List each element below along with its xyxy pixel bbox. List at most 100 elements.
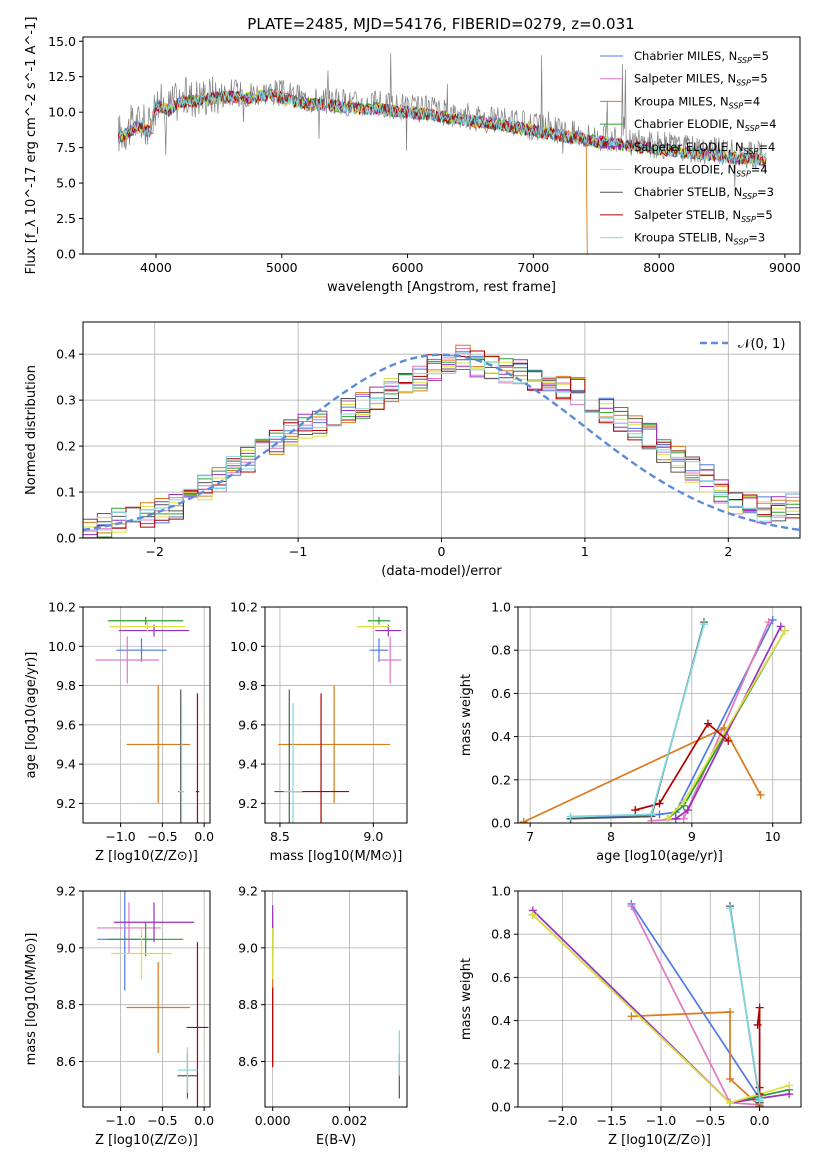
legend-subscript: SSP [744, 147, 759, 156]
x-tick-label: −1.0 [105, 829, 135, 844]
x-tick-label: 8000 [643, 260, 675, 275]
errorbar-kroupa-miles [126, 685, 190, 804]
panel-age_vs_mass: 8.5 9.0 9.2 9.4 9.6 9.8 10.0 10.2 mass [log10(M/… [230, 600, 408, 864]
y-tick-label: 9.6 [56, 717, 76, 732]
panel-age_vs_Z: −1.0 −0.5 0.0 9.2 9.4 9.6 9.8 10.0 10.2 Z [log10(… [24, 600, 214, 865]
weight-line-salpeter-miles [630, 905, 760, 1106]
x-tick-label: −0.5 [695, 1113, 725, 1128]
panel-weight_vs_Z: −2.0 −1.5 −1.0 −0.5 0.0 0.0 0.2 0.4 0.6 0.8 1.0 Z [… [459, 884, 802, 1148]
y-tick-label: 0.4 [491, 1013, 511, 1028]
plot-area [83, 344, 800, 538]
legend-tail: =3 [757, 185, 774, 199]
x-tick-label: 10 [765, 829, 781, 844]
weight-line-salpeter-stelib [756, 1007, 761, 1094]
y-tick-label: 0.0 [56, 531, 76, 546]
y-tick-label: 9.4 [238, 757, 258, 772]
y-tick-label: 1.0 [491, 884, 511, 899]
plot-area [95, 616, 200, 823]
y-tick-label: 0.4 [56, 347, 76, 362]
normal-curve [83, 353, 800, 532]
x-tick-label: −1 [289, 544, 307, 559]
weight-marker [631, 806, 640, 815]
legend-label: Kroupa STELIB, NSSP=3 [634, 231, 765, 247]
weight-marker [655, 810, 664, 819]
weight-marker [679, 814, 688, 823]
legend-tail: =5 [751, 72, 768, 86]
errorbar-kroupa-stelib [177, 1047, 198, 1093]
legend-subscript: SSP [736, 170, 751, 179]
weight-marker [683, 806, 692, 815]
panel-residuals: −2 −1 0 1 2 0.0 0.1 0.2 0.3 0.4 (data-model)/error… [24, 321, 801, 579]
errorbar-chabrier-elodie [367, 616, 391, 625]
y-tick-label: 9.4 [56, 757, 76, 772]
y-tick-label: 0.0 [491, 816, 511, 831]
errorbar-kroupa-elodie [356, 620, 391, 633]
legend-tail: =4 [760, 117, 777, 131]
weight-line-kroupa-miles [631, 1011, 761, 1107]
x-tick-label: −2.0 [547, 1113, 577, 1128]
errorbar-kroupa-elodie [109, 620, 185, 633]
y-tick-label: 8.6 [238, 1054, 258, 1069]
y-tick-label: 0.2 [491, 772, 511, 787]
y-tick-label: 2.5 [56, 211, 76, 226]
y-tick-label: 9.2 [238, 884, 258, 899]
weight-line-chabrier-stelib [570, 621, 705, 820]
panel-spectrum: 4000 5000 6000 7000 8000 9000 0.0 2.5 5.0 7.5 10.0… [24, 17, 801, 295]
errorbar-salpeter-miles [95, 636, 160, 684]
axes-frame [264, 606, 408, 824]
y-tick-label: 0.3 [56, 393, 76, 408]
weight-line-kroupa-stelib [729, 908, 761, 1101]
errorbar-chabrier-miles [116, 638, 167, 662]
axes-frame [82, 606, 211, 824]
x-tick-label: 7 [526, 829, 534, 844]
x-axis-label: (data-model)/error [381, 564, 502, 579]
weight-marker [647, 810, 656, 819]
y-axis-label: mass weight [459, 674, 474, 756]
legend-label: Salpeter STELIB, NSSP=5 [634, 208, 773, 224]
x-axis-label: wavelength [Angstrom, rest frame] [327, 280, 556, 295]
y-tick-label: 12.5 [48, 69, 76, 84]
x-tick-label: 8 [607, 829, 615, 844]
x-axis-label: E(B-V) [316, 1133, 356, 1148]
legend-tail: =4 [758, 140, 775, 154]
panel-mass_vs_EBV: 0.000 0.002 8.6 8.8 9.0 9.2 E(B-V) [238, 884, 408, 1148]
weight-line-kroupa-elodie [666, 630, 786, 820]
x-tick-label: −1.0 [646, 1113, 676, 1128]
x-tick-label: 2 [724, 544, 732, 559]
y-tick-label: 5.0 [56, 176, 76, 191]
legend-subscript: SSP [734, 238, 749, 247]
legend-label: Chabrier ELODIE, NSSP=4 [634, 117, 776, 133]
x-tick-label: 0.0 [194, 829, 214, 844]
errorbar-salpeter-stelib [195, 693, 200, 823]
x-tick-label: 4000 [140, 260, 172, 275]
y-tick-label: 0.0 [56, 247, 76, 262]
y-tick-label: 0.0 [491, 1100, 511, 1115]
y-axis-label: Flux [f_λ 10^-17 erg cm^-2 s^-1 A^-1] [24, 17, 39, 275]
x-axis-label: age [log10(age/yr)] [596, 849, 723, 864]
errorbar-salpeter-elodie [113, 902, 195, 943]
weight-marker [679, 797, 688, 806]
plot-area [528, 899, 794, 1107]
axes-frame [517, 890, 802, 1108]
plot-area [272, 905, 400, 1099]
y-axis-label: Normed distribution [24, 365, 39, 495]
weight-marker [566, 812, 575, 821]
y-axis-label: mass [log10(M/M⊙)] [24, 933, 39, 1066]
x-tick-label: 9000 [769, 260, 801, 275]
y-tick-label: 9.2 [56, 884, 76, 899]
legend-tail: =4 [751, 163, 768, 177]
weight-marker [755, 1096, 764, 1105]
y-tick-label: 8.6 [56, 1054, 76, 1069]
figure-title: PLATE=2485, MJD=54176, FIBERID=0279, z=0… [247, 15, 634, 33]
histogram-salpeter-stelib [96, 350, 800, 538]
weight-marker [671, 814, 680, 823]
legend-subscript: SSP [729, 101, 744, 110]
plot-area [117, 53, 767, 254]
weight-line-salpeter-miles [651, 621, 770, 822]
x-tick-label: 0.0 [194, 1113, 214, 1128]
weight-marker [776, 622, 785, 631]
plot-area [274, 616, 402, 823]
legend-label: Salpeter MILES, NSSP=5 [634, 72, 768, 88]
legend-label: Kroupa ELODIE, NSSP=4 [634, 163, 768, 179]
y-tick-label: 10.0 [48, 639, 76, 654]
